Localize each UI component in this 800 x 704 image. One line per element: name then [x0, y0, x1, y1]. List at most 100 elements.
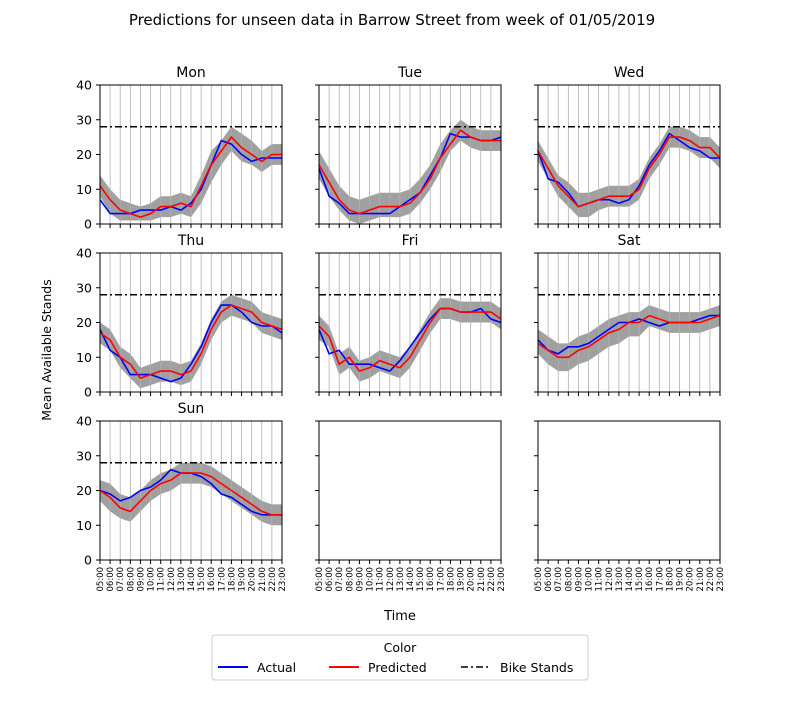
x-tick-label: 07:00 — [116, 567, 126, 592]
actual-series-line — [537, 132, 720, 208]
x-tick-label: 08:00 — [345, 567, 355, 592]
x-tick-label: 22:00 — [706, 567, 716, 592]
x-tick-label: 05:00 — [315, 567, 325, 592]
panels: Mon 0 10 20 30 40 Tue Wed Thu 0 10 20 30 40 Fri Sat Sun 0… — [76, 65, 726, 592]
x-tick-label: 15:00 — [197, 567, 207, 592]
legend: Color Actual Predicted Bike Stands — [211, 634, 589, 681]
predicted-series-line — [99, 135, 282, 218]
x-tick-label: 22:00 — [268, 567, 278, 592]
panel-wed: Wed — [534, 65, 721, 228]
x-tick-label: 19:00 — [238, 567, 248, 592]
x-tick-label: 13:00 — [396, 567, 406, 592]
x-tick-label: 16:00 — [426, 567, 436, 592]
y-tick-label: 10 — [76, 350, 92, 365]
x-tick-label: 16:00 — [207, 567, 217, 592]
x-tick-label: 17:00 — [217, 567, 227, 592]
x-tick-label: 23:00 — [497, 567, 507, 592]
panel-title: Sun — [178, 401, 205, 417]
x-tick-label: 09:00 — [574, 567, 584, 592]
x-tick-label: 08:00 — [126, 567, 136, 592]
y-tick-label: 0 — [84, 553, 92, 568]
x-tick-label: 14:00 — [187, 567, 197, 592]
x-tick-label: 10:00 — [147, 567, 157, 592]
y-tick-label: 30 — [76, 112, 92, 127]
panel-sat: Sat — [534, 233, 721, 396]
panel-tue: Tue — [315, 65, 502, 228]
y-tick-label: 20 — [76, 483, 92, 498]
panel-frame — [537, 420, 721, 561]
figure-title: Predictions for unseen data in Barrow St… — [129, 11, 655, 29]
y-tick-label: 40 — [76, 78, 92, 93]
x-tick-label: 19:00 — [457, 567, 467, 592]
x-tick-label: 06:00 — [325, 567, 335, 592]
x-tick-label: 19:00 — [676, 567, 686, 592]
x-tick-label: 09:00 — [355, 567, 365, 592]
predicted-series-line — [318, 307, 502, 373]
x-tick-label: 18:00 — [665, 567, 675, 592]
x-tick-label: 11:00 — [595, 567, 605, 592]
x-tick-label: 10:00 — [585, 567, 595, 592]
x-tick-label: 23:00 — [716, 567, 726, 592]
x-tick-label: 12:00 — [167, 567, 177, 592]
x-tick-label: 11:00 — [157, 567, 167, 592]
y-tick-label: 0 — [84, 217, 92, 232]
y-tick-label: 40 — [76, 414, 92, 429]
confidence-band — [319, 298, 501, 382]
x-tick-label: 20:00 — [686, 567, 696, 592]
y-tick-label: 10 — [76, 182, 92, 197]
x-tick-label: 12:00 — [605, 567, 615, 592]
x-tick-label: 11:00 — [376, 567, 386, 592]
predicted-series-line — [318, 129, 501, 215]
y-tick-label: 30 — [76, 280, 92, 295]
legend-bike-stands-label: Bike Stands — [500, 660, 573, 675]
x-tick-label: 18:00 — [227, 567, 237, 592]
x-tick-label: 17:00 — [436, 567, 446, 592]
x-tick-label: 05:00 — [96, 567, 106, 592]
x-tick-label: 21:00 — [696, 567, 706, 592]
panel-empty-7: 05:00 06:00 07:00 08:00 09:00 10:00 11:00 12:00… — [315, 420, 507, 592]
panel-title: Mon — [176, 65, 206, 81]
actual-series-line — [99, 304, 283, 383]
y-tick-label: 0 — [84, 385, 92, 400]
x-tick-label: 10:00 — [366, 567, 376, 592]
x-tick-label: 18:00 — [446, 567, 456, 592]
y-tick-label: 20 — [76, 315, 92, 330]
y-tick-label: 40 — [76, 246, 92, 261]
y-tick-label: 30 — [76, 448, 92, 463]
x-tick-label: 20:00 — [467, 567, 477, 592]
panel-title: Fri — [402, 233, 419, 249]
x-tick-label: 06:00 — [106, 567, 116, 592]
panel-empty-8: 05:00 06:00 07:00 08:00 09:00 10:00 11:00 12:00… — [534, 420, 726, 592]
x-tick-label: 15:00 — [635, 567, 645, 592]
panel-mon: Mon 0 10 20 30 40 — [76, 65, 283, 232]
x-tick-label: 12:00 — [386, 567, 396, 592]
confidence-band — [538, 305, 720, 372]
panel-title: Wed — [614, 65, 645, 81]
x-tick-label: 14:00 — [625, 567, 635, 592]
x-tick-label: 21:00 — [477, 567, 487, 592]
x-tick-label: 16:00 — [645, 567, 655, 592]
x-tick-label: 23:00 — [278, 567, 288, 592]
y-tick-label: 10 — [76, 518, 92, 533]
x-tick-label: 07:00 — [335, 567, 345, 592]
x-tick-label: 17:00 — [655, 567, 665, 592]
legend-frame — [211, 634, 589, 681]
panel-sun: Sun 0 10 20 30 40 05:00 06:00 07:00 08:00 09:00 10:… — [76, 401, 288, 592]
predicted-series-line — [99, 472, 282, 516]
x-tick-label: 20:00 — [248, 567, 258, 592]
x-axis-label: Time — [383, 609, 416, 624]
x-tick-label: 14:00 — [406, 567, 416, 592]
panel-title: Sat — [618, 233, 641, 249]
y-axis-label: Mean Available Stands — [39, 279, 54, 420]
predicted-series-line — [537, 136, 721, 208]
legend-predicted-label: Predicted — [368, 660, 427, 675]
panel-fri: Fri — [315, 233, 502, 396]
x-tick-label: 13:00 — [615, 567, 625, 592]
panel-title: Tue — [397, 65, 422, 81]
y-tick-label: 20 — [76, 147, 92, 162]
x-tick-label: 13:00 — [177, 567, 187, 592]
x-tick-label: 06:00 — [544, 567, 554, 592]
confidence-band — [538, 126, 720, 218]
x-tick-label: 21:00 — [258, 567, 268, 592]
